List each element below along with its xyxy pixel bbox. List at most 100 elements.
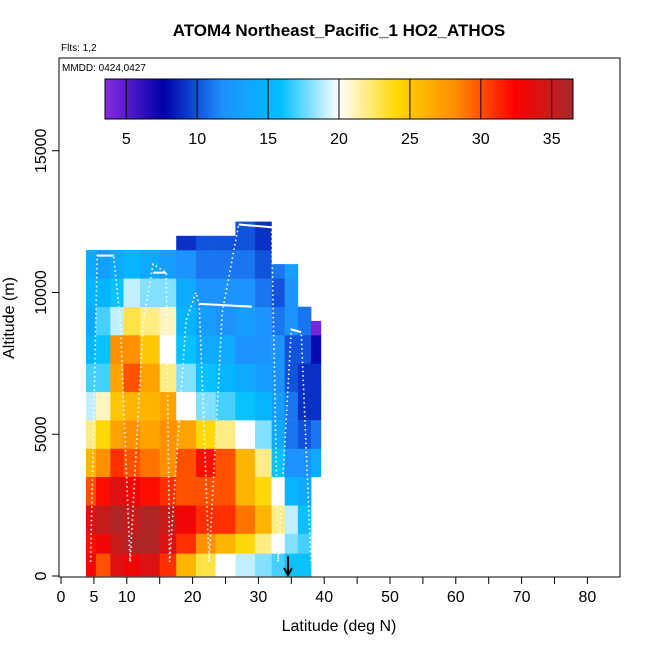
heat-cell-3-6 xyxy=(123,391,141,421)
heat-cell-0-9 xyxy=(86,306,97,336)
heat-cell-8-9 xyxy=(215,306,236,336)
heat-cell-13-5 xyxy=(297,420,312,449)
heat-cell-1-6 xyxy=(95,391,111,421)
location-marker xyxy=(283,556,293,578)
x-tick-label: 60 xyxy=(447,589,465,606)
heat-cell-2-2 xyxy=(110,505,124,534)
heat-cell-14-4 xyxy=(311,335,322,364)
heat-cell-7-0 xyxy=(195,553,216,577)
heat-cell-6-4 xyxy=(176,448,197,477)
heat-cell-2-10 xyxy=(110,278,124,307)
heat-cell-0-10 xyxy=(86,278,97,307)
heat-cell-4-1 xyxy=(140,533,160,554)
heat-cell-8-3 xyxy=(215,476,236,506)
heat-cell-5-6 xyxy=(159,391,177,421)
heat-cell-2-1 xyxy=(110,533,124,554)
heat-cell-9-10 xyxy=(235,278,256,307)
heat-cell-0-0 xyxy=(86,553,97,577)
x-tick-label: 0 xyxy=(57,589,66,606)
heat-cell-2-6 xyxy=(110,391,124,421)
y-tick-label: 15000 xyxy=(33,128,50,173)
heat-cell-11-5 xyxy=(271,420,286,449)
heat-cell-4-10 xyxy=(140,278,160,307)
heat-cell-12-1 xyxy=(284,533,299,554)
heat-cell-10-0 xyxy=(255,553,272,577)
heat-cell-4-4 xyxy=(140,448,160,477)
heat-cell-3-4 xyxy=(123,448,141,477)
heat-cell-14-1 xyxy=(311,420,322,449)
x-tick-label: 10 xyxy=(118,589,136,606)
heat-cell-2-8 xyxy=(110,335,124,364)
x-tick-label: 80 xyxy=(579,589,597,606)
heat-cell-9-11 xyxy=(235,250,256,279)
x-tick-label: 30 xyxy=(250,589,268,606)
heat-cell-7-9 xyxy=(195,306,216,336)
heat-cell-7-2 xyxy=(195,505,216,534)
heat-cell-5-0 xyxy=(159,553,177,577)
heat-cell-10-2 xyxy=(255,505,272,534)
x-tick-label: 40 xyxy=(315,589,333,606)
colorbar-tick-label: 10 xyxy=(188,131,206,148)
marker-arrowhead xyxy=(283,567,293,578)
heat-cell-10-9 xyxy=(255,306,272,336)
heat-cell-6-7 xyxy=(176,363,197,393)
x-axis: 0 5 10 20 30 40 50 60 70 80 xyxy=(57,577,597,606)
heat-cell-13-2 xyxy=(297,505,312,534)
heat-cell-12-7 xyxy=(284,363,299,393)
heat-cell-9-12 xyxy=(235,221,256,251)
heat-cell-3-9 xyxy=(123,306,141,336)
heat-cell-14-2 xyxy=(311,391,322,421)
colorbar-tick-label: 5 xyxy=(122,131,131,148)
heat-cell-9-0 xyxy=(235,553,256,577)
heat-cell-2-9 xyxy=(110,306,124,336)
heat-cell-13-7 xyxy=(297,363,312,393)
heat-cell-6-9 xyxy=(176,306,197,336)
heat-cell-7-1 xyxy=(195,533,216,554)
heat-cell-1-11 xyxy=(95,250,111,279)
colorbar-tick-label: 25 xyxy=(401,131,419,148)
heat-cell-10-3 xyxy=(255,476,272,506)
heat-cell-6-5 xyxy=(176,420,197,449)
y-tick-label: 5000 xyxy=(33,416,50,452)
heat-cell-4-2 xyxy=(140,505,160,534)
heat-cell-5-9 xyxy=(159,306,177,336)
heat-cell-8-2 xyxy=(215,505,236,534)
heat-cell-2-7 xyxy=(110,363,124,393)
heat-cell-8-7 xyxy=(215,363,236,393)
heat-cell-9-7 xyxy=(235,363,256,393)
heat-cell-1-4 xyxy=(95,448,111,477)
heat-cell-6-3 xyxy=(176,476,197,506)
heat-cell-8-1 xyxy=(215,533,236,554)
heat-cell-6-1 xyxy=(176,533,197,554)
heat-cell-14-3 xyxy=(311,363,322,393)
heat-cell-5-1 xyxy=(159,533,177,554)
heat-cell-9-5 xyxy=(235,420,256,449)
heat-cell-8-6 xyxy=(215,391,236,421)
heat-cell-8-4 xyxy=(215,448,236,477)
heat-cell-8-12 xyxy=(215,235,236,251)
heat-cell-12-3 xyxy=(284,476,299,506)
heat-cell-3-11 xyxy=(123,250,141,279)
heat-cell-6-10 xyxy=(176,278,197,307)
heat-cell-2-3 xyxy=(110,476,124,506)
heat-cell-14-5 xyxy=(311,320,322,336)
heat-cell-9-9 xyxy=(235,306,256,336)
heat-cell-3-7 xyxy=(123,363,141,393)
heat-cell-9-3 xyxy=(235,476,256,506)
heat-cell-13-4 xyxy=(297,448,312,477)
heat-cell-12-9 xyxy=(284,306,299,336)
heat-cell-11-3 xyxy=(271,476,286,506)
colorbar-tick-label: 30 xyxy=(472,131,490,148)
heat-cell-7-5 xyxy=(195,420,216,449)
heat-cell-1-7 xyxy=(95,363,111,393)
heat-cell-9-1 xyxy=(235,533,256,554)
heat-cell-11-8 xyxy=(271,335,286,364)
heat-cell-2-0 xyxy=(110,553,124,577)
heat-cell-9-6 xyxy=(235,391,256,421)
heat-cell-10-6 xyxy=(255,391,272,421)
heat-cell-3-1 xyxy=(123,533,141,554)
flight-level-leg-4 xyxy=(291,328,302,334)
heat-cell-1-10 xyxy=(95,278,111,307)
heat-cell-3-10 xyxy=(123,278,141,307)
heat-cell-11-9 xyxy=(271,306,286,336)
